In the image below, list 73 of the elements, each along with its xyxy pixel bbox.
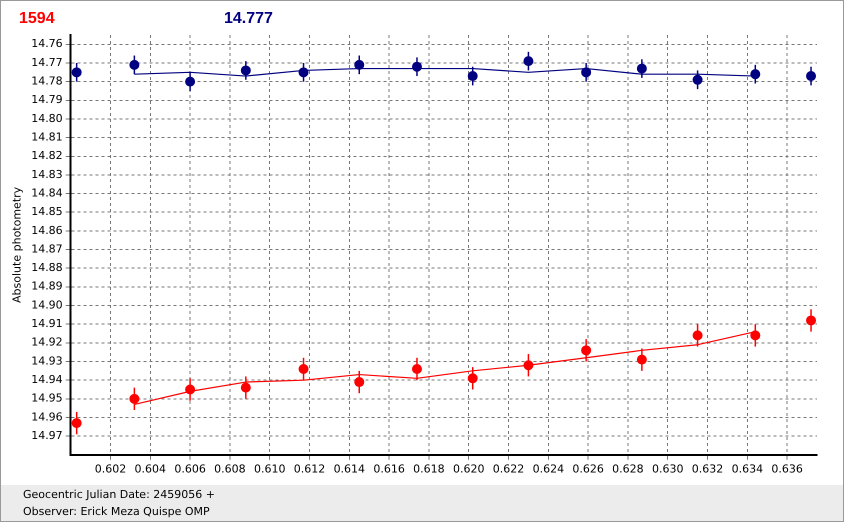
x-tick-label: 0.622 [492, 462, 524, 476]
point [354, 377, 364, 388]
point [523, 360, 534, 370]
y-tick-label: 14.85 [31, 205, 63, 218]
point [750, 330, 760, 340]
text: 14.777 [224, 10, 273, 28]
text: Observer: Erick Meza Quispe OMP [23, 505, 210, 518]
point [581, 67, 592, 78]
x-tick-label: 0.624 [532, 462, 564, 476]
point [72, 418, 82, 428]
point [240, 65, 251, 76]
y-tick-label: 14.91 [31, 317, 63, 330]
point [468, 71, 478, 82]
point [129, 394, 140, 404]
point [412, 62, 422, 72]
y-tick-label: 14.88 [31, 261, 63, 274]
y-tick-label: 14.86 [31, 224, 63, 237]
y-tick-label: 14.76 [31, 37, 63, 50]
x-tick-label: 0.614 [334, 462, 366, 476]
x-tick-label: 0.626 [572, 462, 604, 476]
x-tick-label: 0.610 [254, 462, 286, 476]
y-tick-label: 14.81 [31, 130, 63, 144]
point [806, 315, 816, 326]
point [523, 56, 534, 66]
x-tick-label: 0.602 [94, 462, 126, 476]
y-tick-label: 14.82 [31, 149, 63, 162]
point [806, 71, 816, 82]
point [692, 74, 703, 85]
y-tick-label: 14.93 [31, 354, 63, 368]
point [354, 60, 364, 70]
x-tick-label: 0.612 [294, 462, 326, 476]
x-tick-label: 0.628 [612, 462, 644, 476]
point [468, 373, 478, 384]
y-tick-label: 14.89 [31, 280, 63, 293]
x-tick-label: 0.604 [134, 462, 166, 476]
point [581, 345, 592, 356]
x-axis-title: Geocentric Julian Date: 2459056 + [23, 488, 215, 501]
point [240, 382, 251, 393]
y-tick-label: 14.77 [31, 56, 63, 69]
point [750, 69, 760, 80]
y-tick-label: 14.78 [31, 74, 63, 88]
x-tick-label: 0.618 [413, 462, 445, 476]
y-tick-label: 14.90 [31, 298, 63, 312]
x-tick-label: 0.606 [174, 462, 206, 476]
y-tick-label: 14.80 [31, 112, 63, 125]
point [636, 354, 647, 365]
x-tick-label: 0.636 [771, 462, 803, 476]
point [692, 330, 703, 340]
point [129, 60, 140, 70]
point [185, 76, 196, 87]
y-tick-label: 14.83 [31, 168, 63, 181]
y-tick-label: 14.96 [31, 410, 63, 424]
x-tick-label: 0.608 [214, 462, 246, 476]
y-axis-title: Absolute photometry [10, 186, 24, 303]
y-tick-label: 14.79 [31, 93, 63, 106]
y-tick-label: 14.94 [31, 373, 63, 386]
x-tick-label: 0.620 [452, 462, 484, 476]
point [298, 67, 309, 78]
point [185, 384, 196, 394]
text: 1594 [19, 10, 55, 28]
point [298, 364, 309, 374]
y-tick-label: 14.97 [31, 429, 63, 442]
x-tick-label: 0.630 [652, 462, 684, 476]
point [412, 364, 422, 374]
x-tick-label: 0.616 [373, 462, 405, 476]
x-tick-label: 0.634 [732, 462, 764, 476]
y-tick-label: 14.84 [31, 186, 63, 200]
y-tick-label: 14.95 [31, 392, 63, 405]
y-tick-label: 14.87 [31, 242, 63, 256]
point [636, 64, 647, 74]
x-tick-label: 0.632 [692, 462, 724, 476]
point [72, 67, 82, 78]
y-tick-label: 14.92 [31, 336, 63, 349]
